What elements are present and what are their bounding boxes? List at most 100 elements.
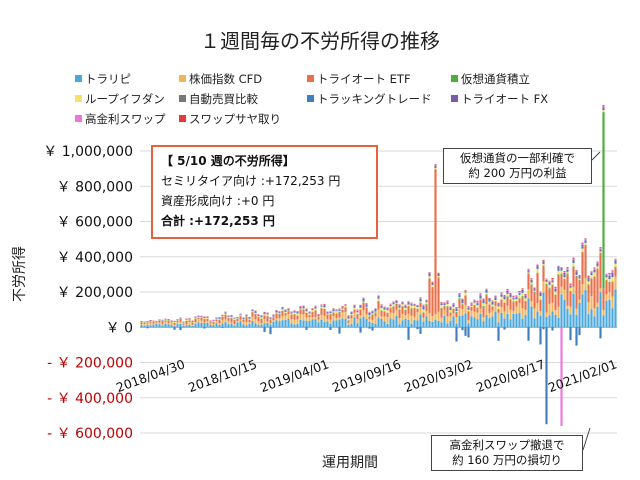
bar-week94-3 [422,312,425,318]
bar-week107-9 [461,299,464,301]
bar-week144-3 [572,267,575,287]
bar-week125-1 [515,313,518,328]
bar-week139-7 [557,268,560,271]
bar-week150-5 [590,275,593,279]
bar-week63-5 [329,313,332,315]
bar-week6-3 [158,320,161,323]
bar-week50-2 [290,319,293,324]
bar-week41-2 [263,319,266,324]
bar-week59-8 [317,314,320,316]
bar-week154-4 [602,112,605,289]
bar-week109-1 [467,323,470,328]
bar-week113-2 [479,308,482,315]
bar-week88-4 [404,309,407,311]
bar-week62-7 [326,313,329,314]
bar-week125-10 [515,295,518,297]
bar-week54-3 [302,309,305,315]
bar-week135-3 [545,284,548,313]
bar-week60-3 [320,308,323,315]
bar-week103-7 [449,308,452,311]
bar-week44-7 [272,316,275,317]
bar-week106-9 [458,293,461,295]
bar-week123-5 [509,297,512,300]
bar-week150-1 [590,309,593,328]
bar-week61-8 [323,305,326,306]
bar-week144-4 [572,266,575,268]
bar-week52-3 [296,315,299,320]
bar-week109-5 [467,309,470,312]
bar-week44-8 [272,315,275,317]
bar-week130-8 [530,279,533,281]
bar-week157-8 [611,272,614,275]
bar-week89-5 [407,304,410,306]
bar-week28-1 [224,322,227,328]
bar-week0-1 [140,325,143,328]
bar-week153-1 [599,292,602,328]
bar-week28-3 [224,314,227,320]
bar-week90-4 [410,308,413,310]
bar-week102-5 [446,304,449,307]
bar-week37-3 [251,312,254,317]
bar-week90-3 [410,309,413,316]
bar-week111-2 [473,311,476,318]
bar-week134-2 [542,281,545,293]
bar-week90-8 [410,304,413,306]
bar-week151-5 [593,272,596,277]
legend-swatch-2 [179,75,186,82]
bar-week15-3 [185,320,188,324]
crypto-callout-line-1: 仮想通貨の一部利確で [460,151,575,165]
bar-week86-7 [398,306,401,308]
bar-week95-5 [425,302,428,305]
bar-week41-3 [263,315,266,320]
bar-week8-5 [164,319,167,321]
bar-week58-2 [314,316,317,320]
bar-week82-5 [386,310,389,313]
bar-week142-3 [566,274,569,306]
bar-week157-3 [611,282,614,297]
bar-week69-3 [347,320,350,323]
bar-week93-5 [419,301,422,303]
bar-week143-3 [569,291,572,307]
bar-week93-7 [419,299,422,302]
bar-week7-5 [161,320,164,322]
bar-week126-4 [518,298,521,300]
bar-week138-8 [554,288,557,291]
bar-week61-9 [323,304,326,306]
bar-week105-4 [455,311,458,313]
bar-week137-2 [551,302,554,312]
bar-week61-7 [323,305,326,308]
bar-week66-7 [338,309,341,312]
bar-week144-10 [572,257,575,259]
bar-week62-1 [326,321,329,328]
bar-week5-1 [155,323,158,328]
bar-week85-4 [395,303,398,305]
bar-week120-8 [500,294,503,295]
bar-week105-1 [455,323,458,328]
bar-week117-3 [491,306,494,311]
bar-week74-3 [362,302,365,311]
bar-week103-3 [449,312,452,316]
bar-week150-3 [590,278,593,297]
bar-week55-2 [305,316,308,321]
bar-week85-1 [395,315,398,328]
bar-week154-9 [602,105,605,108]
bar-week85-2 [395,309,398,316]
bar-week84-7 [392,303,395,305]
bar-week104-4 [452,308,455,310]
bar-week100-3 [440,308,443,318]
bar-week120-2 [500,306,503,313]
bar-week124-1 [512,313,515,328]
bar-week80-9 [380,305,383,306]
bar-week83-1 [389,318,392,328]
bar-week135-9 [545,279,548,280]
bar-week43-neg [269,327,272,335]
bar-week145-9 [575,270,578,272]
bar-week83-2 [389,312,392,319]
bar-week127-2 [521,308,524,319]
bar-week155-9 [605,274,608,276]
bar-week19-1 [197,322,200,328]
bar-week132-9 [536,265,539,267]
bar-week108-neg [464,327,467,336]
bar-week93-10 [419,297,422,298]
bar-week72-8 [356,310,359,312]
